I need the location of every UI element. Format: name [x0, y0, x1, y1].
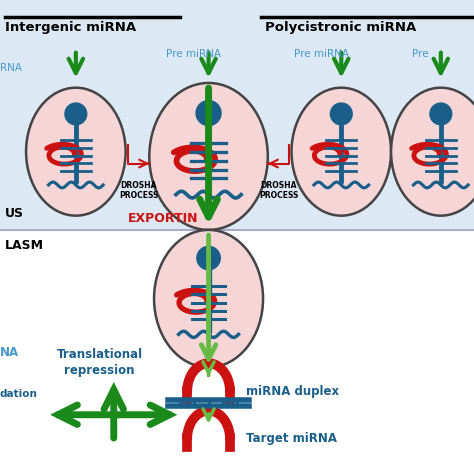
Ellipse shape [26, 88, 126, 216]
Text: Intergenic miRNA: Intergenic miRNA [5, 21, 136, 34]
Text: DROSHA
PROCESS: DROSHA PROCESS [119, 181, 158, 201]
Text: DROSHA
PROCESS: DROSHA PROCESS [259, 181, 298, 201]
Text: miRNA duplex: miRNA duplex [246, 384, 339, 398]
Ellipse shape [391, 88, 474, 216]
Text: US: US [5, 208, 24, 220]
Text: Pre miRNA: Pre miRNA [294, 49, 349, 59]
Text: Target miRNA: Target miRNA [246, 432, 337, 445]
Ellipse shape [292, 88, 391, 216]
Circle shape [196, 100, 221, 126]
Circle shape [430, 103, 452, 125]
Text: dation: dation [0, 389, 38, 399]
Bar [0, 230, 474, 474]
Circle shape [65, 103, 87, 125]
Circle shape [330, 103, 352, 125]
Text: RNA: RNA [0, 64, 22, 73]
Text: LASM: LASM [5, 239, 44, 252]
Text: Translational
repression: Translational repression [56, 348, 143, 377]
Ellipse shape [149, 83, 268, 230]
Text: EXPORTIN: EXPORTIN [128, 211, 199, 225]
Text: Pre miRNA: Pre miRNA [166, 49, 221, 59]
Text: NA: NA [0, 346, 19, 359]
Text: Pre: Pre [412, 49, 429, 59]
Bar [0, 0, 474, 230]
Ellipse shape [154, 230, 263, 367]
Text: Polycistronic miRNA: Polycistronic miRNA [265, 21, 417, 34]
Circle shape [197, 246, 220, 270]
